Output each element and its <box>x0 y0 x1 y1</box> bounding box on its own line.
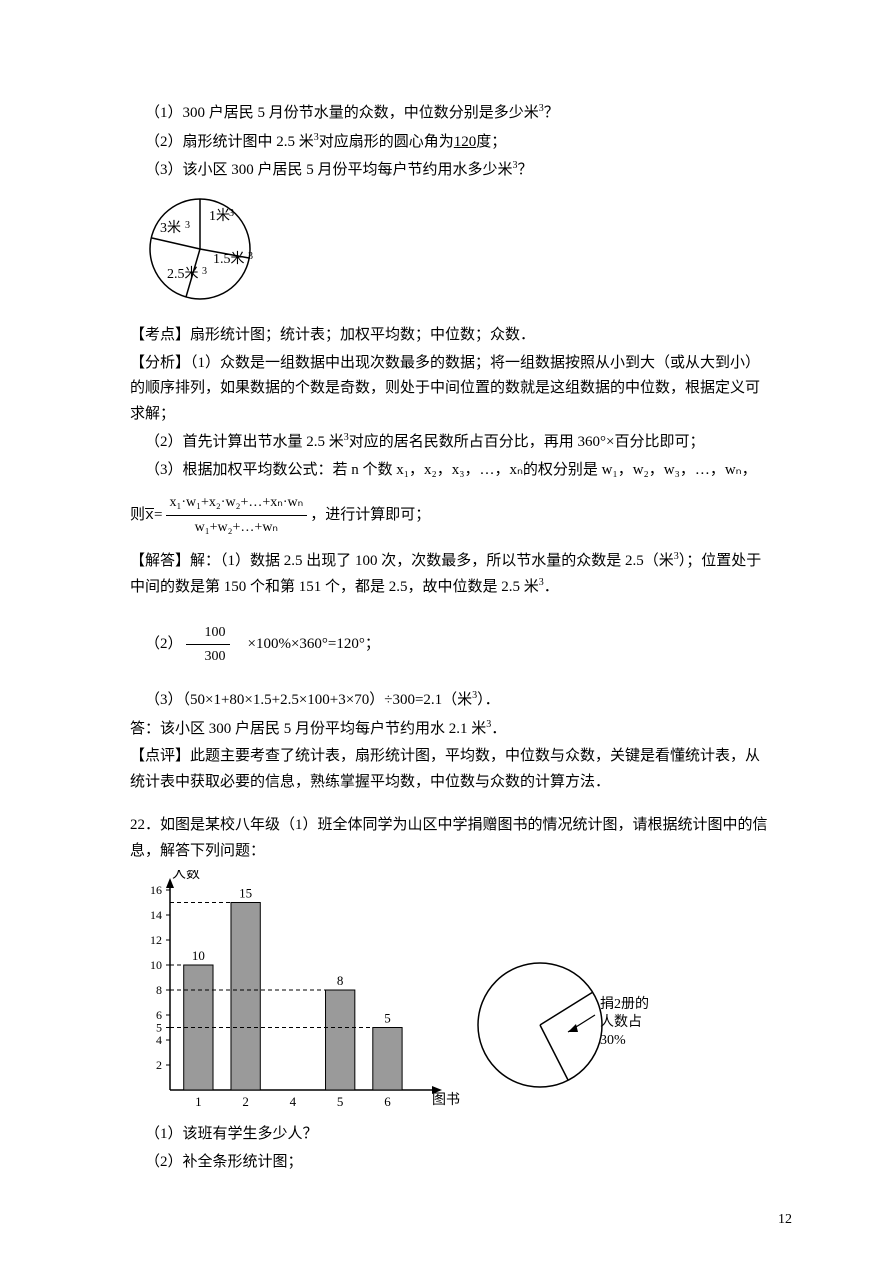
svg-text:8: 8 <box>156 983 162 997</box>
text: （1）众数是一组数据中出现次数最多的数据；将一组数据按照从小到大（或从大到小）的… <box>130 355 760 422</box>
text: （1）300 户居民 5 月份节水量的众数，中位数分别是多少米 <box>145 105 539 121</box>
svg-text:12: 12 <box>150 933 162 947</box>
text: （2）扇形统计图中 2.5 米 <box>145 134 314 150</box>
text: ． <box>544 579 559 595</box>
text: ． <box>491 721 506 737</box>
page: （1）300 户居民 5 月份节水量的众数，中位数分别是多少米3？ （2）扇形统… <box>0 0 892 1262</box>
svg-text:8: 8 <box>337 973 344 988</box>
svg-text:2: 2 <box>242 1094 249 1109</box>
svg-text:3: 3 <box>202 266 207 277</box>
text: （3）根据加权平均数公式：若 n 个数 x₁，x₂，x₃，…，xₙ的权分别是 w… <box>145 462 757 478</box>
text: 则 <box>130 503 145 529</box>
svg-text:14: 14 <box>150 908 162 922</box>
pie-label: 人数占 <box>600 1014 642 1030</box>
xbar: x <box>145 508 154 523</box>
text: 对应的居名民数所占百分比，再用 360°×百分比即可； <box>349 434 705 450</box>
svg-text:16: 16 <box>150 883 162 897</box>
svg-text:2.5米: 2.5米 <box>167 266 199 282</box>
jieda-2: （2） 100 300 ×100%×360°=120°； <box>130 621 772 670</box>
text: 22．如图是某校八年级（1）班全体同学为山区中学捐赠图书的情况统计图，请根据统计… <box>130 817 768 859</box>
jieda-3: （3）（50×1+80×1.5+2.5×100+3×70）÷300=2.1（米3… <box>130 687 772 714</box>
fenxi: 【分析】（1）众数是一组数据中出现次数最多的数据；将一组数据按照从小到大（或从大… <box>130 351 772 428</box>
text: （2）补全条形统计图； <box>145 1154 303 1170</box>
svg-text:1.5米: 1.5米 <box>213 251 245 267</box>
numerator: 100 <box>186 621 230 646</box>
text: ？ <box>544 105 559 121</box>
svg-text:4: 4 <box>290 1094 297 1109</box>
svg-text:3: 3 <box>229 208 234 219</box>
text: （1）该班有学生多少人？ <box>145 1126 318 1142</box>
label: 【考点】 <box>130 327 190 343</box>
svg-text:5: 5 <box>384 1011 391 1026</box>
numerator: x₁·w₁+x₂·w₂+…+xₙ·wₙ <box>166 491 308 516</box>
text: ）． <box>477 692 500 708</box>
bar-chart: 人数图书/册245681012141611021545865 <box>130 870 460 1120</box>
q22-stem: 22．如图是某校八年级（1）班全体同学为山区中学捐赠图书的情况统计图，请根据统计… <box>130 813 772 864</box>
text: （2） <box>130 632 183 658</box>
q21-sub1: （1）300 户居民 5 月份节水量的众数，中位数分别是多少米3？ <box>130 100 772 127</box>
text: 度； <box>476 134 506 150</box>
svg-text:3米: 3米 <box>160 220 181 236</box>
svg-text:5: 5 <box>156 1021 162 1035</box>
svg-text:图书/册: 图书/册 <box>432 1092 460 1108</box>
svg-text:3: 3 <box>185 220 190 231</box>
kaodian: 【考点】扇形统计图；统计表；加权平均数；中位数；众数． <box>130 323 772 349</box>
q22-charts: 人数图书/册245681012141611021545865 捐2册的 人数占 … <box>130 870 772 1120</box>
svg-text:6: 6 <box>156 1008 162 1022</box>
q22-sub1: （1）该班有学生多少人？ <box>130 1122 772 1148</box>
label: 【点评】 <box>130 748 190 764</box>
svg-text:1: 1 <box>195 1094 202 1109</box>
fenxi-3: （3）根据加权平均数公式：若 n 个数 x₁，x₂，x₃，…，xₙ的权分别是 w… <box>130 458 772 484</box>
text: ×100%×360°=120°； <box>233 632 380 658</box>
fenxi-2: （2）首先计算出节水量 2.5 米3对应的居名民数所占百分比，再用 360°×百… <box>130 429 772 456</box>
svg-text:1米: 1米 <box>209 208 230 224</box>
text: 扇形统计图；统计表；加权平均数；中位数；众数． <box>190 327 535 343</box>
dianping: 【点评】此题主要考查了统计表，扇形统计图，平均数，中位数与众数，关键是看懂统计表… <box>130 744 772 795</box>
text: 答：该小区 300 户居民 5 月份平均每户节约用水 2.1 米 <box>130 721 486 737</box>
denominator: 300 <box>186 645 230 669</box>
pie-label: 30% <box>600 1033 626 1048</box>
svg-text:6: 6 <box>384 1094 391 1109</box>
fraction: x₁·w₁+x₂·w₂+…+xₙ·wₙ w₁+w₂+…+wₙ <box>166 491 308 540</box>
text: （2）首先计算出节水量 2.5 米 <box>145 434 344 450</box>
text: 解：（1）数据 2.5 出现了 100 次，次数最多，所以节水量的众数是 2.5… <box>190 553 674 569</box>
svg-text:人数: 人数 <box>172 870 200 882</box>
text: （3）该小区 300 户居民 5 月份平均每户节约用水多少米 <box>145 162 513 178</box>
denominator: w₁+w₂+…+wₙ <box>191 516 282 540</box>
q21-sub2: （2）扇形统计图中 2.5 米3对应扇形的圆心角为120度； <box>130 129 772 156</box>
svg-text:5: 5 <box>337 1094 344 1109</box>
svg-text:15: 15 <box>239 886 252 901</box>
svg-text:2: 2 <box>156 1058 162 1072</box>
text: ，进行计算即可； <box>310 503 430 529</box>
q22-pie-chart: 捐2册的 人数占 30% <box>460 940 660 1120</box>
pie-label: 捐2册的 <box>600 996 649 1012</box>
jieda-1: 【解答】解：（1）数据 2.5 出现了 100 次，次数最多，所以节水量的众数是… <box>130 548 772 601</box>
label: 【分析】 <box>130 355 190 371</box>
svg-text:10: 10 <box>192 948 205 963</box>
text: （3）（50×1+80×1.5+2.5×100+3×70）÷300=2.1（米 <box>145 692 472 708</box>
svg-text:10: 10 <box>150 958 162 972</box>
pie-svg: 1米 3 1.5米 3 2.5米 3 3米 3 <box>130 190 280 308</box>
q21-sub3: （3）该小区 300 户居民 5 月份平均每户节约用水多少米3？ <box>130 157 772 184</box>
q22-sub2: （2）补全条形统计图； <box>130 1150 772 1176</box>
page-number: 12 <box>778 1208 792 1232</box>
formula-weighted-mean: 则 x= x₁·w₁+x₂·w₂+…+xₙ·wₙ w₁+w₂+…+wₙ ，进行计… <box>130 491 772 540</box>
svg-text:4: 4 <box>156 1033 162 1047</box>
jieda-3-answer: 答：该小区 300 户居民 5 月份平均每户节约用水 2.1 米3． <box>130 716 772 743</box>
text: 对应扇形的圆心角为 <box>319 134 454 150</box>
text: 此题主要考查了统计表，扇形统计图，平均数，中位数与众数，关键是看懂统计表，从统计… <box>130 748 760 790</box>
label: 【解答】 <box>130 553 190 569</box>
svg-text:3: 3 <box>248 251 253 262</box>
q21-pie-chart: 1米 3 1.5米 3 2.5米 3 3米 3 <box>130 190 772 318</box>
blank-answer: 120 <box>454 134 477 150</box>
fraction: 100 300 <box>186 621 230 670</box>
text: ？ <box>518 162 533 178</box>
